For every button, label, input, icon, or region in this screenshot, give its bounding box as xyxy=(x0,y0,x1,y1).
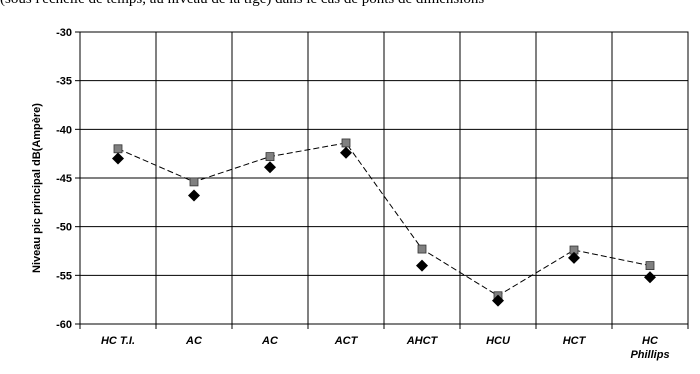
x-category-label: AHCT xyxy=(406,335,439,347)
plot-border xyxy=(79,31,689,325)
data-point xyxy=(188,189,200,202)
y-tick-label: -60 xyxy=(56,319,72,331)
y-tick-label: -55 xyxy=(56,270,72,282)
data-point xyxy=(112,152,124,165)
data-point xyxy=(265,152,275,161)
x-category-label: HCT xyxy=(563,335,587,347)
x-category-label: HC Phillips xyxy=(630,335,669,361)
x-category-label: AC xyxy=(185,335,203,347)
chart-grid xyxy=(75,31,689,329)
plot-frame xyxy=(79,31,689,325)
x-category-label: AC xyxy=(261,335,279,347)
y-tick-label: -30 xyxy=(56,27,72,39)
series-2 xyxy=(112,146,656,307)
x-category-label: HC T.I. xyxy=(101,335,135,347)
x-category-label: HCU xyxy=(486,335,511,347)
data-point xyxy=(189,177,199,187)
data-point xyxy=(644,271,656,284)
data-point xyxy=(568,251,580,264)
y-tick-label: -40 xyxy=(56,124,72,136)
clipped-caption-text: (sous l'échelle de temps, au niveau de l… xyxy=(0,0,700,9)
data-point xyxy=(645,261,655,271)
series-line xyxy=(117,142,651,297)
y-axis-ticks: -30 -35 -40 -45 -50 -55 -60 xyxy=(56,27,72,331)
y-tick-label: -35 xyxy=(56,76,72,88)
x-category-label: ACT xyxy=(334,335,359,347)
y-tick-label: -50 xyxy=(56,222,72,234)
chart-series xyxy=(112,138,656,307)
data-point xyxy=(416,259,428,272)
data-point xyxy=(340,146,352,159)
data-point xyxy=(341,138,351,148)
data-point xyxy=(264,161,276,174)
x-axis-labels: HC T.I. AC AC ACT AHCT HCU HCT HC Phillips xyxy=(101,335,670,361)
data-point xyxy=(113,144,123,154)
y-tick-label: -45 xyxy=(56,173,72,185)
data-point xyxy=(492,294,504,307)
y-axis-title: Niveau pic principal dB(Ampère) xyxy=(31,103,43,273)
data-point xyxy=(417,244,427,254)
